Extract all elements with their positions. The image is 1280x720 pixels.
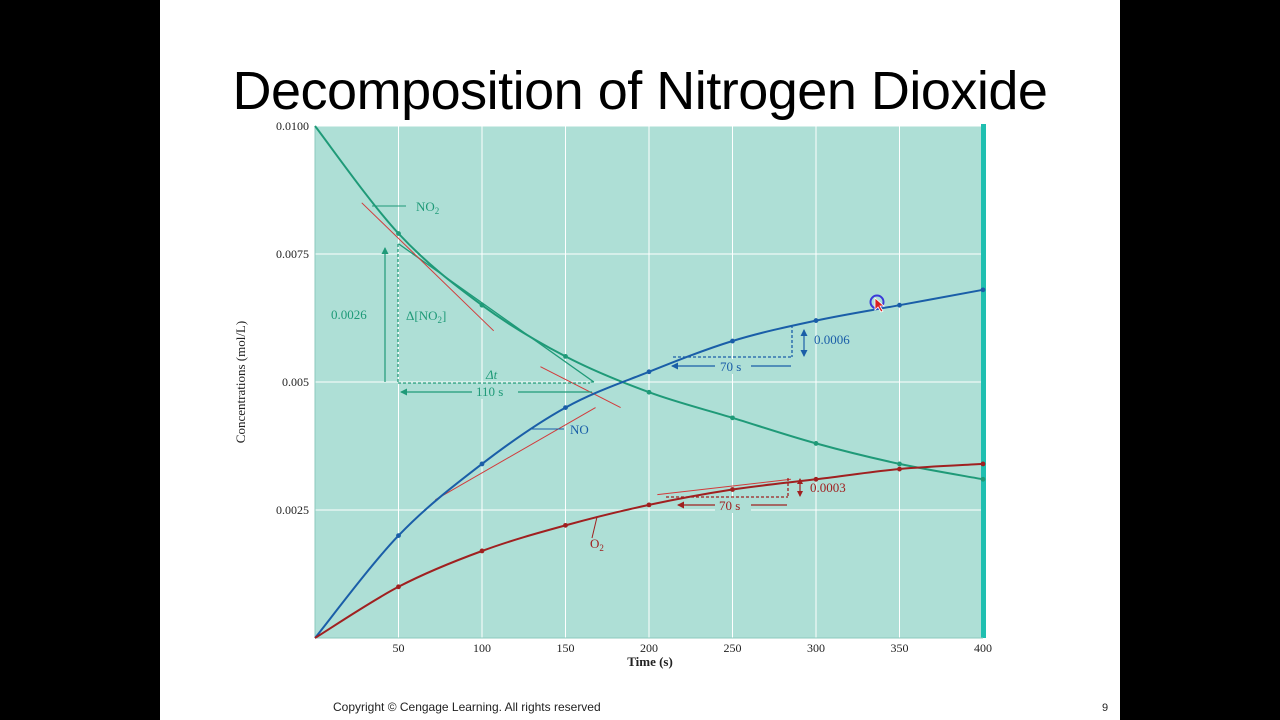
x-tick-label: 400 [974, 641, 992, 655]
x-tick-label: 100 [473, 641, 491, 655]
data-point-o2 [813, 476, 819, 482]
data-point-o2 [396, 584, 401, 590]
o2-label-main: O [590, 536, 599, 551]
data-point-no2 [980, 476, 986, 482]
slide-title: Decomposition of Nitrogen Dioxide [232, 61, 1048, 121]
o2-label-sub: 2 [599, 543, 604, 553]
x-tick-label: 50 [393, 641, 405, 655]
x-axis-label: Time (s) [627, 654, 673, 669]
o2-dt-value-bg [715, 498, 751, 513]
plot-right-edge [981, 124, 986, 638]
tick-labels: 50 100 150 200 250 300 350 400 0.0025 0.005 0.0075… [276, 119, 992, 655]
data-point-no [730, 338, 735, 344]
y-axis-label: Concentrations (mol/L) [233, 321, 248, 443]
data-point-no2 [563, 354, 568, 359]
no-dt-value: 70 s [720, 359, 741, 374]
y-tick-label: 0.0075 [276, 247, 309, 261]
data-point-o2 [730, 487, 735, 492]
x-tick-label: 300 [807, 641, 825, 655]
x-tick-label: 350 [891, 641, 909, 655]
chart: 50 100 150 200 250 300 350 400 0.0025 0.005 0.0075… [233, 119, 992, 669]
data-point-no [563, 405, 568, 410]
no2-label-sub: 2 [435, 206, 440, 216]
no2-delta-label-main: Δ[NO [406, 308, 437, 323]
o2-annotation: O2 70 s 0.0003 [590, 478, 846, 553]
no2-delta-value: 0.0026 [331, 307, 367, 322]
y-tick-label: 0.0025 [276, 503, 309, 517]
data-point-no2 [813, 441, 819, 446]
data-point-o2 [897, 466, 902, 472]
data-point-no [646, 369, 652, 375]
x-tick-label: 250 [724, 641, 742, 655]
data-point-no [813, 318, 819, 323]
no-dt-value-bg [715, 359, 751, 374]
series-line-no [314, 288, 984, 639]
slide-number: 9 [1102, 702, 1109, 714]
slide: 50 100 150 200 250 300 350 400 0.0025 0.005 0.0075… [160, 0, 1120, 720]
x-tick-label: 150 [557, 641, 575, 655]
x-tick-label: 200 [640, 641, 658, 655]
o2-dt-value: 70 s [719, 498, 740, 513]
no2-tangent-late [540, 366, 621, 409]
no-tangent-line [434, 407, 596, 501]
o2-label: O2 [590, 536, 604, 553]
no2-annotation: NO2 0.0026 Δ[NO2] Δt 110 s [331, 199, 592, 399]
no2-label: NO2 [416, 199, 439, 216]
no-label: NO [570, 422, 589, 437]
no2-tangent-early [361, 202, 495, 332]
cursor-highlight [869, 294, 886, 313]
no2-label-main: NO [416, 199, 435, 214]
no2-dt-value: 110 s [476, 384, 503, 399]
no-annotation: NO 70 s 0.0006 [532, 325, 850, 437]
no-delta-arrowhead-bottom [800, 350, 808, 357]
data-point-no2 [396, 231, 401, 236]
data-point-no [980, 287, 986, 293]
data-point-no [396, 533, 401, 538]
data-point-no2 [897, 461, 902, 467]
o2-delta-arrowhead-bottom [797, 491, 803, 497]
copyright-notice: Copyright © Cengage Learning. All rights… [333, 700, 601, 714]
no2-delta-label: Δ[NO2] [406, 308, 446, 325]
y-tick-label: 0.0100 [276, 119, 309, 133]
data-point-o2 [563, 522, 568, 528]
data-point-no2 [646, 389, 652, 395]
no-delta-value: 0.0006 [814, 332, 850, 347]
data-point-no [897, 302, 902, 308]
tangent-lines [361, 202, 792, 501]
data-point-no2 [479, 302, 485, 308]
o2-label-leader [591, 516, 598, 539]
data-point-o2 [980, 461, 986, 467]
data-point-no [479, 461, 485, 467]
no2-dt-label: Δt [485, 367, 498, 382]
o2-delta-value: 0.0003 [810, 480, 846, 495]
no-delta-arrowhead-top [800, 329, 808, 336]
y-tick-label: 0.005 [282, 375, 309, 389]
no2-dt-value-bg [472, 384, 518, 399]
data-point-no2 [730, 415, 735, 421]
series-points [396, 231, 986, 590]
o2-delta-arrowhead-top [797, 478, 803, 484]
o2-tangent-line [657, 478, 792, 496]
data-point-o2 [479, 548, 485, 554]
no2-secant-line [398, 243, 595, 383]
cursor-arrow-icon [874, 297, 886, 313]
data-point-o2 [646, 502, 652, 508]
no2-delta-label-end: ] [442, 308, 446, 323]
no2-delta-label-sub: 2 [437, 315, 442, 325]
series-line-no2 [314, 125, 984, 481]
